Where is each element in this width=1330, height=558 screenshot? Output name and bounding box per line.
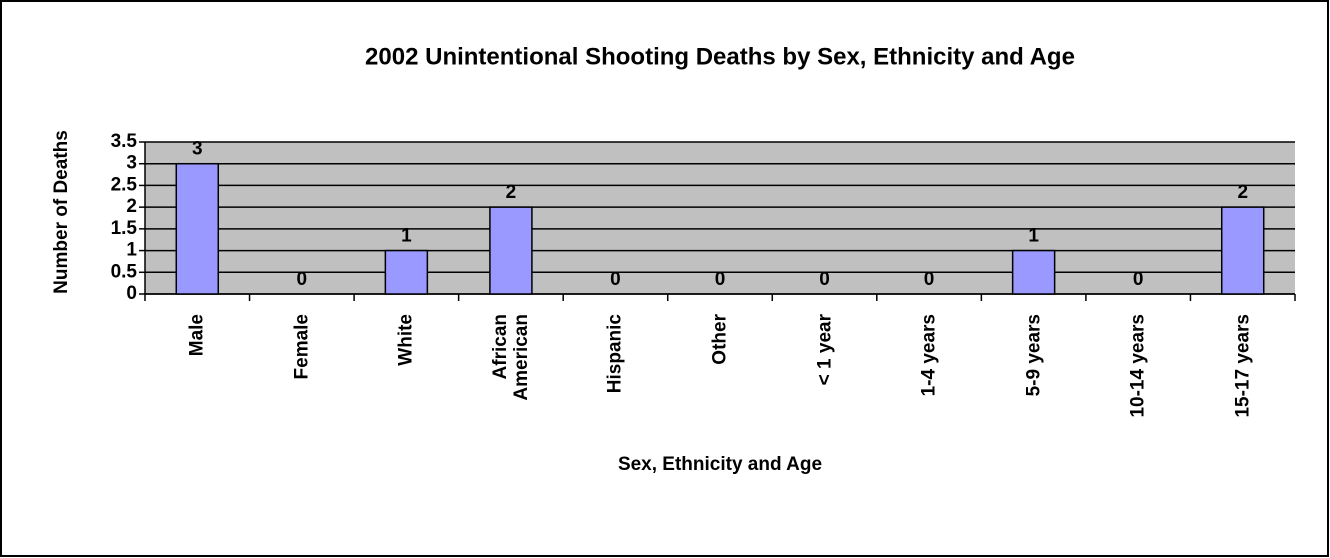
data-label: 2: [506, 182, 517, 203]
bar: [1220, 206, 1265, 295]
y-tick-label: 2.5: [111, 174, 138, 195]
data-label: 1: [401, 226, 412, 247]
x-tick-label: < 1 year: [814, 314, 836, 386]
x-tick-label: Hispanic: [604, 314, 626, 394]
bar: [1011, 249, 1056, 295]
data-label: 2: [1237, 182, 1248, 203]
y-tick-label: 0: [126, 283, 137, 304]
x-tick-label: 10-14 years: [1127, 314, 1149, 418]
data-label: 3: [192, 139, 203, 160]
y-tick-label: 3: [126, 153, 137, 174]
bar: [175, 162, 220, 295]
x-tick-label: African American: [489, 314, 532, 401]
x-tick-label: 15-17 years: [1232, 314, 1254, 418]
x-axis-label: Sex, Ethnicity and Age: [618, 454, 822, 475]
y-tick-label: 1.5: [111, 218, 138, 239]
x-tick-label: Female: [291, 314, 313, 380]
y-tick-label: 0.5: [111, 261, 138, 282]
y-axis-label: Number of Deaths: [51, 130, 72, 294]
y-tick-label: 1: [126, 240, 137, 261]
y-tick-label: 3.5: [111, 131, 138, 152]
chart-title: 2002 Unintentional Shooting Deaths by Se…: [365, 43, 1075, 70]
bar: [489, 206, 533, 295]
x-tick-label: Male: [186, 314, 208, 357]
data-label: 0: [297, 269, 308, 290]
plot-area: [145, 142, 1295, 294]
x-tick-label: Other: [709, 314, 731, 365]
x-tick-label: 5-9 years: [1023, 314, 1045, 397]
x-tick-label: White: [395, 314, 417, 366]
data-label: 0: [819, 269, 830, 290]
y-tick-label: 2: [126, 196, 137, 217]
data-label: 1: [1028, 226, 1039, 247]
data-label: 0: [1133, 269, 1144, 290]
x-tick-label: 1-4 years: [918, 314, 940, 397]
data-label: 0: [715, 269, 726, 290]
data-label: 0: [924, 269, 935, 290]
bar: [384, 249, 429, 295]
data-label: 0: [610, 269, 621, 290]
